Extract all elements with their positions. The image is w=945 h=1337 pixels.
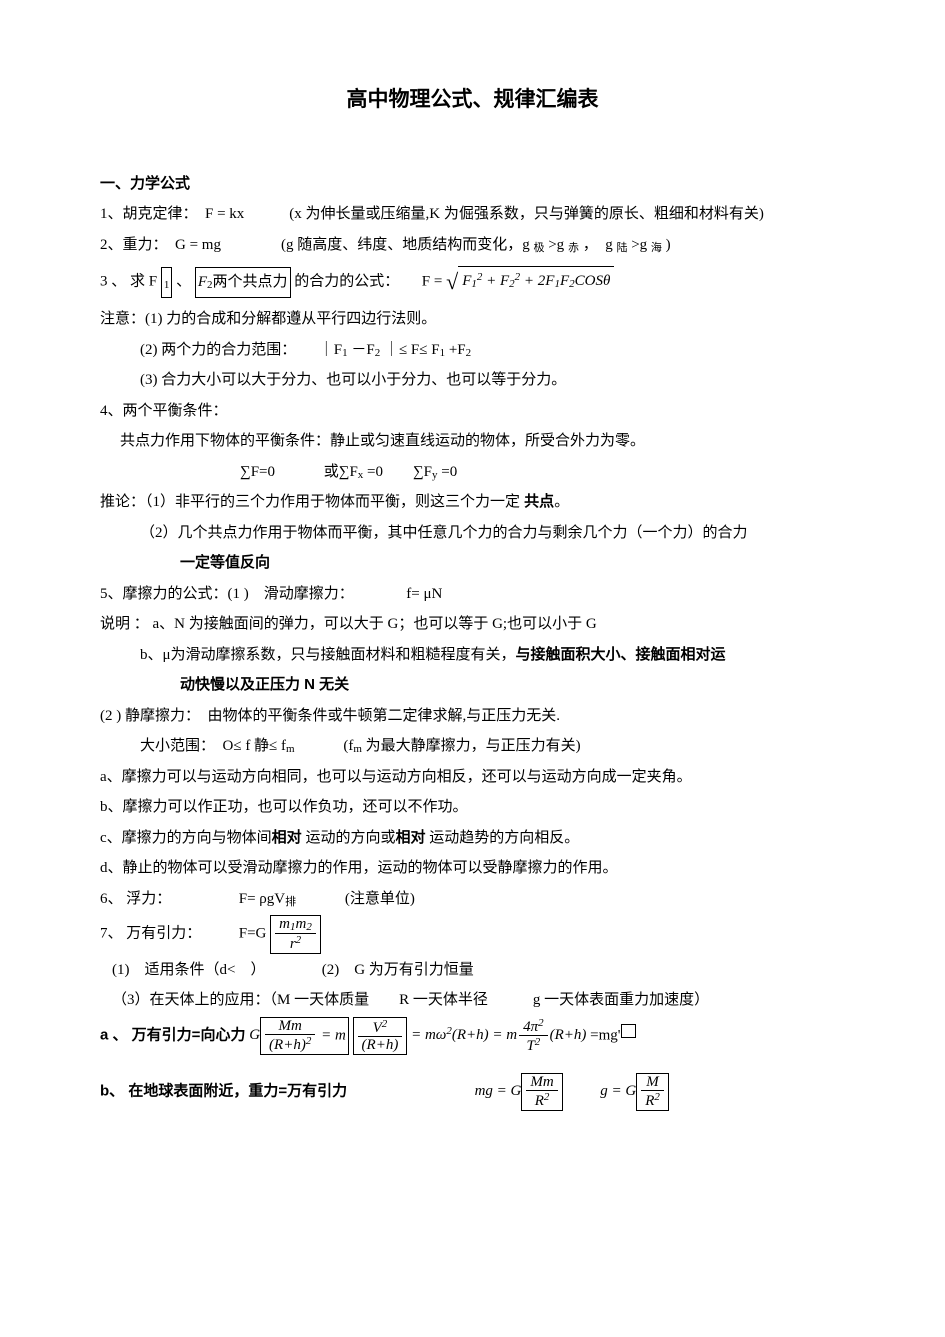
bold-text: a 、 万有引力=向心力: [100, 1026, 245, 1043]
text: ∑F=0 或∑F: [240, 464, 358, 480]
note-3: (3) 合力大小可以大于分力、也可以小于分力、也可以等于分力。: [100, 366, 845, 395]
text: =0: [441, 464, 457, 480]
text: =mg': [590, 1027, 620, 1043]
text: 、: [176, 274, 191, 290]
boxed-f2: F2两个共点力: [195, 267, 291, 298]
text: 。: [554, 494, 569, 510]
item-4a: 共点力作用下物体的平衡条件：静止或匀速直线运动的物体，所受合外力为零。: [100, 427, 845, 456]
item-5f: a、摩擦力可以与运动方向相同，也可以与运动方向相反，还可以与运动方向成一定夹角。: [100, 763, 845, 792]
sqrt-formula: √F12 + F22 + 2F1F2COSθ: [446, 261, 614, 303]
item-5d: (2 ) 静摩擦力： 由物体的平衡条件或牛顿第二定律求解,与正压力无关.: [100, 702, 845, 731]
item-7a: (1) 适用条件（d< ） (2) G 为万有引力恒量: [100, 956, 845, 985]
text: g = G: [600, 1083, 636, 1099]
sub: 排: [285, 896, 296, 908]
item-3: 3 、 求 F 1 、 F2两个共点力 的合力的公式： F = √F12 + F…: [100, 261, 845, 303]
bold-text: 相对: [395, 829, 425, 846]
bold-text: 与接触面积大小、接触面相对运: [516, 646, 726, 663]
text: mg = G: [475, 1083, 522, 1099]
text: (注意单位): [300, 891, 415, 907]
sub: 海: [651, 242, 662, 254]
item-5h: c、摩擦力的方向与物体间相对 运动的方向或相对 运动趋势的方向相反。: [100, 824, 845, 853]
sub: 2: [375, 347, 381, 359]
text: 运动趋势的方向相反。: [429, 830, 579, 846]
text: +F: [449, 342, 466, 358]
item-4f2: 一定等值反向: [100, 549, 845, 578]
item-5c: b、μ为滑动摩擦系数，只与接触面材料和粗糙程度有关，与接触面积大小、接触面相对运: [100, 641, 845, 670]
text: 3 、 求 F: [100, 274, 157, 290]
bold-text: b、 在地球表面附近，重力=万有引力: [100, 1082, 347, 1099]
sub: 1: [164, 279, 170, 291]
item-5e: 大小范围： O≤ f 静≤ fm (fm 为最大静摩擦力，与正压力有关): [100, 732, 845, 761]
item-5g: b、摩擦力可以作正功，也可以作负功，还可以不作功。: [100, 793, 845, 822]
item-4: 4、两个平衡条件：: [100, 397, 845, 426]
formula-mg: mg = GMmR2: [475, 1083, 567, 1099]
sub: x: [358, 469, 364, 481]
sub: m: [353, 743, 362, 755]
text: ): [666, 237, 671, 253]
text: =0 ∑F: [367, 464, 432, 480]
bold-text: 共点: [520, 493, 554, 510]
bold-text: 相对: [272, 829, 302, 846]
text: c、摩擦力的方向与物体间: [100, 830, 272, 846]
note-1: 注意：(1) 力的合成和分解都遵从平行四边行法则。: [100, 305, 845, 334]
note-2: (2) 两个力的合力范围： ｜F1 －F2 ｜≤ F≤ F1 +F2: [100, 336, 845, 365]
item-4f1: （2）几个共点力作用于物体而平衡，其中任意几个力的合力与剩余几个力（一个力）的合…: [100, 519, 845, 548]
item-7: 7、 万有引力： F=G m1m2r2: [100, 915, 845, 954]
sub: 1: [440, 347, 446, 359]
sub: 2: [466, 347, 472, 359]
boxed-sub: 1: [161, 267, 173, 298]
item-4e: 推论：（1）非平行的三个力作用于物体而平衡，则这三个力一定 共点。: [100, 488, 845, 517]
text: 7、 万有引力： F=G: [100, 926, 266, 942]
text: 为最大静摩擦力，与正压力有关): [366, 738, 581, 754]
text: (2) 两个力的合力范围： ｜F: [140, 342, 342, 358]
text: 大小范围： O≤ f 静≤ f: [140, 738, 286, 754]
empty-box-icon: [621, 1024, 636, 1038]
text: >g: [631, 237, 647, 253]
text: 的合力的公式： F =: [294, 274, 442, 290]
text: ， g: [583, 237, 613, 253]
text: b、μ为滑动摩擦系数，只与接触面材料和粗糙程度有关，: [140, 647, 516, 663]
item-5a: 5、摩擦力的公式：(1 ) 滑动摩擦力： f= μN: [100, 580, 845, 609]
page-title: 高中物理公式、规律汇编表: [100, 80, 845, 120]
formula: GMm(R+h)2 = m V2(R+h) = mω2(R+h) = m4π2T…: [249, 1027, 590, 1043]
boxed-frac: m1m2r2: [270, 915, 321, 954]
item-7b: （3）在天体上的应用：（M 一天体质量 R 一天体半径 g 一天体表面重力加速度…: [100, 986, 845, 1015]
sub: m: [286, 743, 295, 755]
text: >g: [548, 237, 564, 253]
item-1: 1、胡克定律： F = kx (x 为伸长量或压缩量,K 为倔强系数，只与弹簧的…: [100, 200, 845, 229]
text: 推论：（1）非平行的三个力作用于物体而平衡，则这三个力一定: [100, 494, 520, 510]
sub: 极: [533, 242, 544, 254]
text: 两个共点力: [213, 274, 288, 290]
item-5b: 说明 ： a、N 为接触面间的弹力，可以大于 G；也可以等于 G;也可以小于 G: [100, 610, 845, 639]
text: 6、 浮力： F= ρgV: [100, 891, 285, 907]
item-5i: d、静止的物体可以受滑动摩擦力的作用，运动的物体可以受静摩擦力的作用。: [100, 854, 845, 883]
sub: 赤: [568, 242, 579, 254]
text: －F: [351, 342, 374, 358]
formula-g: g = GMR2: [600, 1083, 669, 1099]
item-7d: b、 在地球表面附近，重力=万有引力 mg = GMmR2 g = GMR2: [100, 1073, 845, 1111]
text: 2、重力： G = mg (g 随高度、纬度、地质结构而变化，g: [100, 237, 530, 253]
sub: 陆: [616, 242, 627, 254]
text: (f: [298, 738, 353, 754]
sub: y: [432, 469, 438, 481]
text: ｜≤ F≤ F: [384, 342, 440, 358]
section-heading: 一、力学公式: [100, 170, 845, 199]
item-2: 2、重力： G = mg (g 随高度、纬度、地质结构而变化，g 极 >g 赤 …: [100, 231, 845, 260]
item-4b: ∑F=0 或∑Fx =0 ∑Fy =0: [100, 458, 845, 487]
item-5c3: 动快慢以及正压力 N 无关: [100, 671, 845, 700]
item-6: 6、 浮力： F= ρgV排 (注意单位): [100, 885, 845, 914]
sub: 1: [342, 347, 348, 359]
item-7c: a 、 万有引力=向心力 GMm(R+h)2 = m V2(R+h) = mω2…: [100, 1017, 845, 1055]
text: 运动的方向或: [305, 830, 395, 846]
